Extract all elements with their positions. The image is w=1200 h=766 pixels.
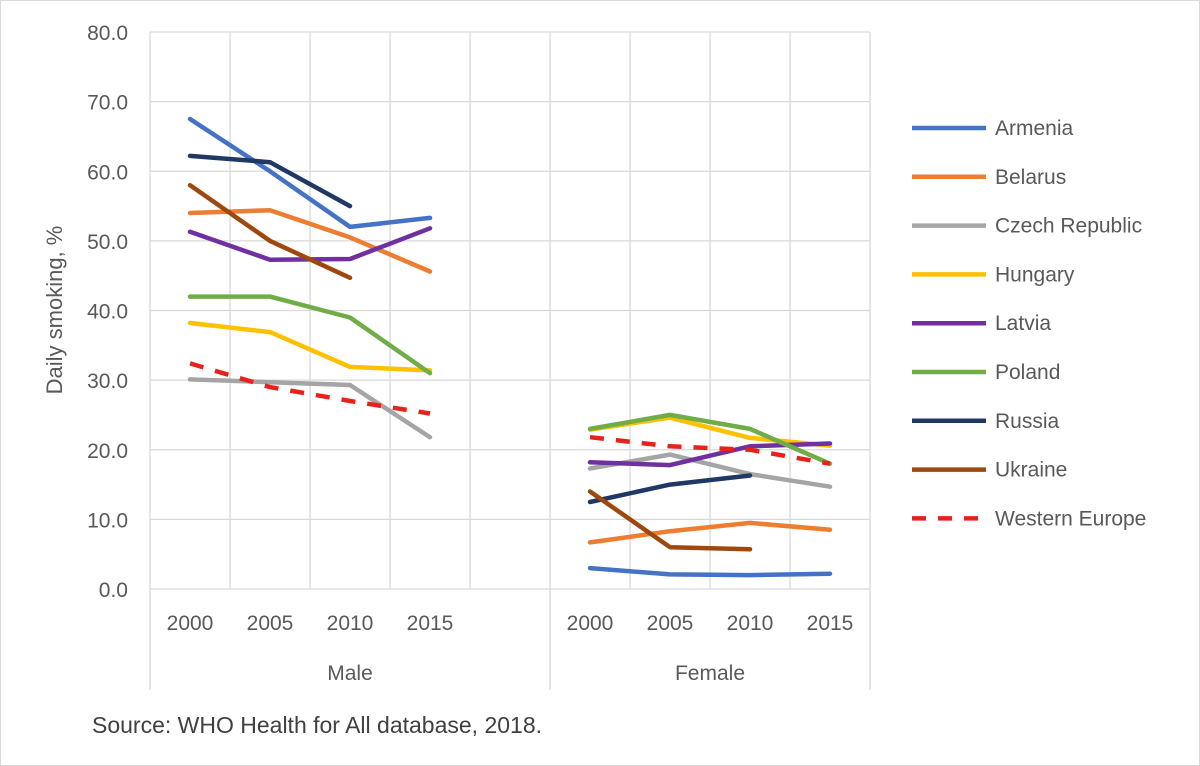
legend-label-russia: Russia xyxy=(995,410,1060,433)
series-line-ukraine-female xyxy=(587,489,753,552)
source-note: Source: WHO Health for All database, 201… xyxy=(92,712,543,738)
y-axis-label: Daily smoking, % xyxy=(42,226,67,395)
series-line-poland-male xyxy=(187,294,433,376)
legend-label-armenia: Armenia xyxy=(995,117,1074,140)
x-tick-label: 2010 xyxy=(727,612,774,635)
x-tick-label: 2000 xyxy=(567,612,614,635)
legend-label-czech-republic: Czech Republic xyxy=(995,215,1142,238)
group-label-male: Male xyxy=(327,662,373,685)
y-tick-label: 30.0 xyxy=(87,370,128,393)
legend-label-poland: Poland xyxy=(995,361,1060,384)
series-line-belarus-female xyxy=(587,520,833,545)
x-tick-label: 2000 xyxy=(167,612,214,635)
x-tick-label: 2010 xyxy=(327,612,374,635)
y-tick-label: 20.0 xyxy=(87,440,128,463)
y-tick-label: 80.0 xyxy=(87,22,128,45)
series-line-armenia-male xyxy=(187,116,433,230)
legend-label-latvia: Latvia xyxy=(995,312,1051,335)
x-tick-label: 2015 xyxy=(807,612,854,635)
x-tick-label: 2005 xyxy=(247,612,294,635)
series-line-russia-female xyxy=(587,473,753,505)
y-tick-label: 10.0 xyxy=(87,509,128,532)
y-tick-label: 40.0 xyxy=(87,301,128,324)
y-tick-label: 0.0 xyxy=(99,579,128,602)
legend-label-ukraine: Ukraine xyxy=(995,459,1067,482)
legend-label-belarus: Belarus xyxy=(995,166,1066,189)
y-tick-label: 60.0 xyxy=(87,161,128,184)
series-line-hungary-male xyxy=(187,320,433,373)
x-tick-label: 2005 xyxy=(647,612,694,635)
legend-label-western-europe: Western Europe xyxy=(995,507,1146,530)
series-line-armenia-female xyxy=(587,565,833,578)
series-line-russia-male xyxy=(187,153,353,209)
group-label-female: Female xyxy=(675,662,745,685)
series-line-czech-republic-male xyxy=(187,377,433,440)
y-tick-label: 70.0 xyxy=(87,92,128,115)
legend-label-hungary: Hungary xyxy=(995,263,1075,286)
series-line-ukraine-male xyxy=(187,182,353,281)
x-tick-label: 2015 xyxy=(407,612,454,635)
y-tick-label: 50.0 xyxy=(87,231,128,254)
series-line-poland-female xyxy=(587,412,833,466)
